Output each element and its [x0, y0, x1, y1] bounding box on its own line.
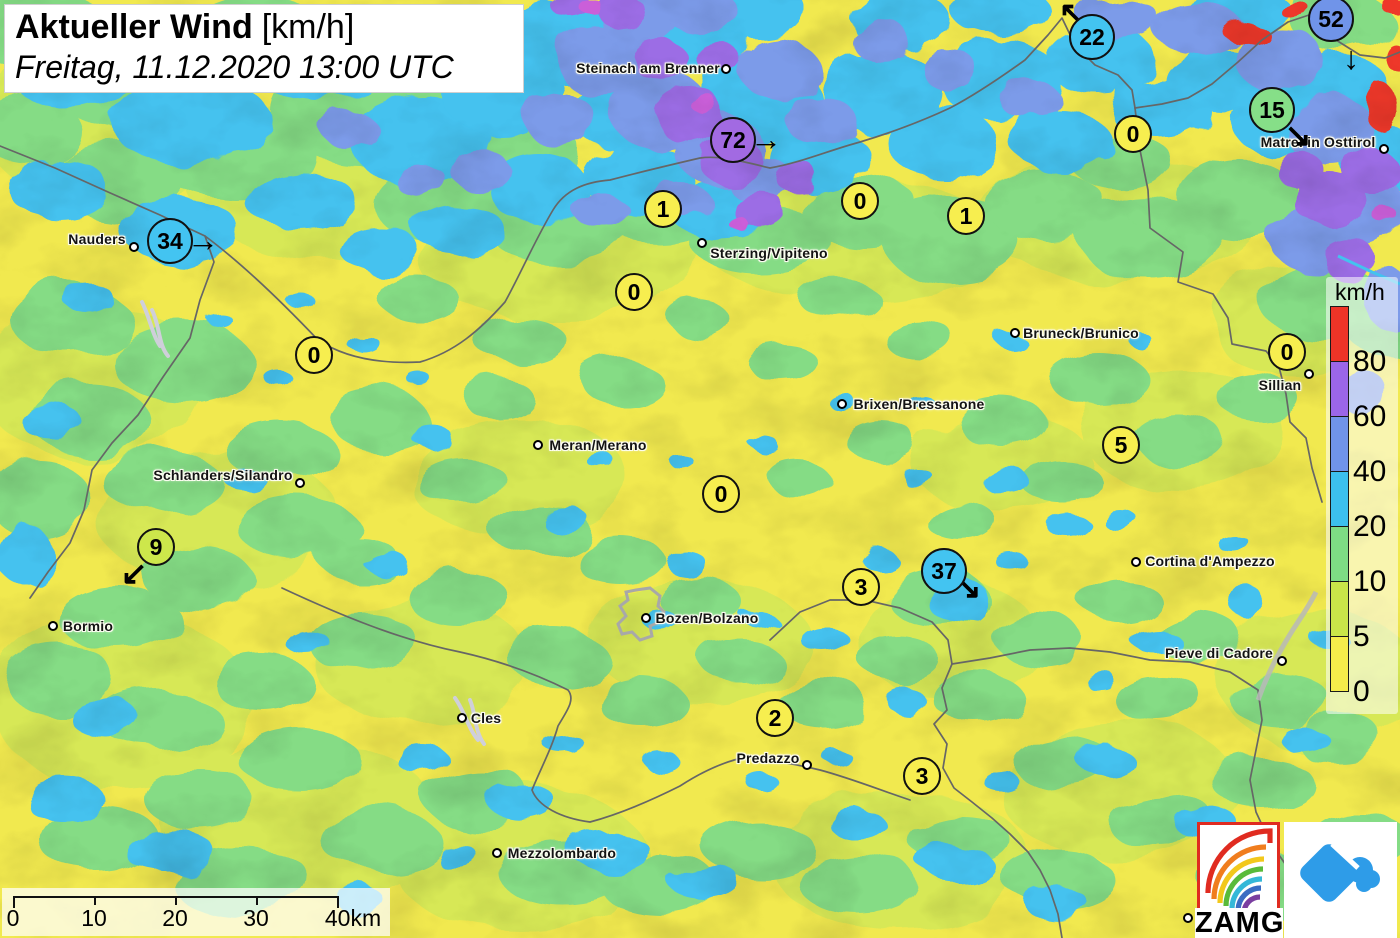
wind-station-marker: 0: [841, 182, 879, 220]
place-label: Pieve di Cadore: [1164, 645, 1274, 661]
wind-station-marker: 1: [947, 197, 985, 235]
scalebar-tick: [337, 896, 339, 908]
place-label: Predazzo: [736, 750, 800, 766]
weather-service-logo: [1284, 822, 1397, 938]
place-marker-dot: [802, 760, 812, 770]
place-marker-dot: [1277, 656, 1287, 666]
wind-station-marker: 3: [903, 757, 941, 795]
zamg-rainbow-icon: [1205, 828, 1273, 914]
map-subtitle: Freitag, 11.12.2020 13:00 UTC: [15, 49, 454, 85]
place-label: Sillian: [1258, 377, 1302, 393]
legend-color-swatch: [1330, 306, 1349, 362]
wind-station-marker: 3: [842, 568, 880, 606]
wind-station-marker: 9: [137, 528, 175, 566]
place-marker-dot: [1010, 328, 1020, 338]
legend-tick-label: 80: [1353, 345, 1387, 378]
scalebar-tick-label: 10: [81, 905, 107, 931]
place-marker-dot: [1304, 369, 1314, 379]
legend-tick-label: 20: [1353, 510, 1387, 543]
wind-station-marker: 0: [615, 273, 653, 311]
place-label: Sterzing/Vipiteno: [710, 245, 828, 261]
wind-station-marker: 22: [1069, 14, 1115, 60]
place-marker-dot: [837, 399, 847, 409]
place-marker-dot: [533, 440, 543, 450]
wind-station-marker: 34: [147, 218, 193, 264]
legend-color-swatch: [1330, 636, 1349, 692]
place-marker-dot: [1379, 144, 1389, 154]
title-unit: [km/h]: [261, 8, 355, 46]
place-label: Schlanders/Silandro: [153, 467, 293, 483]
legend-color-swatch: [1330, 416, 1349, 472]
wind-station-marker: 1: [644, 190, 682, 228]
legend-tick-label: 5: [1353, 620, 1370, 653]
scalebar-tick: [94, 896, 96, 905]
map-scale-bar: 0 10 20 30 40km: [2, 888, 390, 936]
scalebar-tick-label: 20: [162, 905, 188, 931]
place-marker-dot: [492, 848, 502, 858]
wind-station-marker: 0: [1268, 333, 1306, 371]
legend-tick-label: 40: [1353, 455, 1387, 488]
place-label: Bozen/Bolzano: [655, 610, 759, 626]
wind-station-marker: 0: [295, 336, 333, 374]
wind-station-marker: 5: [1102, 426, 1140, 464]
wind-station-marker: 2: [756, 699, 794, 737]
legend-color-swatch: [1330, 471, 1349, 527]
place-label: Steinach am Brenner: [576, 60, 720, 76]
scalebar-tick: [13, 896, 15, 908]
wind-station-marker: 15: [1249, 87, 1295, 133]
map-title: Aktueller Wind [km/h]: [15, 8, 513, 47]
legend-tick-label: 60: [1353, 400, 1387, 433]
scalebar-tick-label: 40km: [324, 905, 382, 931]
place-marker-dot: [697, 238, 707, 248]
legend-tick-label: 0: [1353, 675, 1370, 708]
scalebar-tick-label: 0: [6, 905, 20, 931]
place-label: Meran/Merano: [549, 437, 647, 453]
legend-title: km/h: [1335, 279, 1385, 305]
place-marker-dot: [641, 613, 651, 623]
place-label: Mezzolombardo: [507, 845, 617, 861]
legend-color-swatch: [1330, 526, 1349, 582]
place-marker-dot: [48, 621, 58, 631]
scalebar-tick: [175, 896, 177, 905]
scalebar-tick-label: 30: [243, 905, 269, 931]
legend-color-swatch: [1330, 361, 1349, 417]
scalebar-tick: [256, 896, 258, 905]
wind-direction-arrow: ↓: [1343, 40, 1359, 76]
wind-station-marker: 52: [1308, 0, 1354, 42]
place-label: Matrei in Osttirol: [1260, 134, 1376, 150]
title-text: Aktueller Wind: [15, 8, 253, 46]
wind-direction-arrow: ↙: [120, 555, 148, 591]
place-marker-dot: [721, 64, 731, 74]
place-label: Nauders: [68, 231, 126, 247]
place-label: Cles: [470, 710, 502, 726]
place-label: Cortina d'Ampezzo: [1145, 553, 1275, 569]
zamg-logo: [1197, 822, 1280, 914]
place-marker-dot: [1183, 913, 1193, 923]
place-marker-dot: [295, 478, 305, 488]
wind-speed-legend: km/h 80 60 40 20 10 5 0: [1326, 277, 1398, 714]
zamg-logo-text: ZAMG: [1195, 907, 1285, 938]
place-marker-dot: [457, 713, 467, 723]
place-label: Bormio: [62, 618, 114, 634]
map-title-box: Aktueller Wind [km/h] Freitag, 11.12.2020…: [4, 4, 524, 93]
mountain-cloud-icon: [1300, 842, 1380, 902]
wind-station-marker: 0: [702, 475, 740, 513]
place-label: Brixen/Bressanone: [853, 396, 985, 412]
legend-color-bar: [1330, 306, 1349, 692]
place-label: Bruneck/Brunico: [1023, 325, 1139, 341]
wind-station-marker: 72: [710, 117, 756, 163]
wind-station-marker: 0: [1114, 115, 1152, 153]
place-marker-dot: [1131, 557, 1141, 567]
legend-color-swatch: [1330, 581, 1349, 637]
place-marker-dot: [129, 242, 139, 252]
wind-station-marker: 37: [921, 548, 967, 594]
legend-tick-label: 10: [1353, 565, 1387, 598]
